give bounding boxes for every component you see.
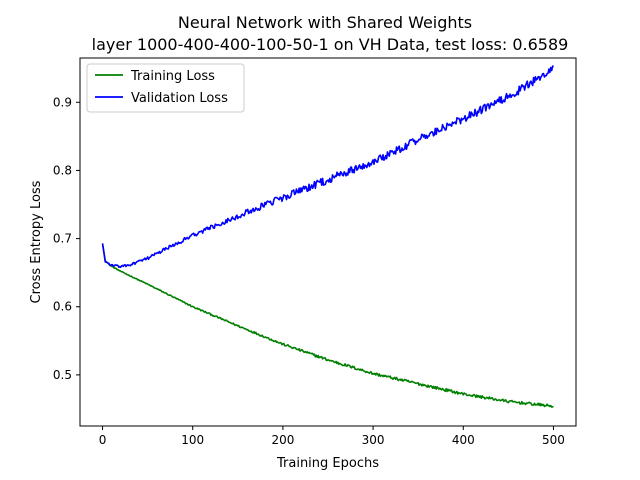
- x-tick-label: 0: [99, 433, 107, 447]
- y-tick-label: 0.6: [53, 300, 72, 314]
- plot-frame: [79, 57, 577, 427]
- legend-label-validation: Validation Loss: [131, 91, 228, 106]
- x-tick-label: 200: [271, 433, 294, 447]
- y-axis-label: Cross Entropy Loss: [29, 180, 44, 303]
- legend-label-training: Training Loss: [130, 69, 215, 84]
- training-loss-line: [101, 243, 554, 408]
- legend: Training Loss Validation Loss: [86, 63, 245, 113]
- y-ticks: 0.5 0.6 0.7 0.8 0.9: [53, 95, 80, 382]
- x-tick-label: 300: [362, 433, 385, 447]
- y-tick-label: 0.7: [53, 232, 72, 246]
- x-tick-label: 400: [452, 433, 475, 447]
- x-axis-label: Training Epochs: [276, 456, 379, 471]
- series-group: [101, 65, 555, 408]
- x-ticks: 0 100 200 300 400 500: [99, 426, 565, 447]
- y-tick-label: 0.5: [53, 368, 72, 382]
- legend-box: [86, 63, 245, 113]
- chart-title-line1: Neural Network with Shared Weights: [178, 13, 472, 32]
- validation-loss-line: [101, 65, 555, 269]
- x-tick-label: 500: [542, 433, 565, 447]
- y-tick-label: 0.9: [53, 95, 72, 109]
- y-tick-label: 0.8: [53, 163, 72, 177]
- chart-title-line2: layer 1000-400-400-100-50-1 on VH Data, …: [92, 35, 569, 54]
- x-tick-label: 100: [181, 433, 204, 447]
